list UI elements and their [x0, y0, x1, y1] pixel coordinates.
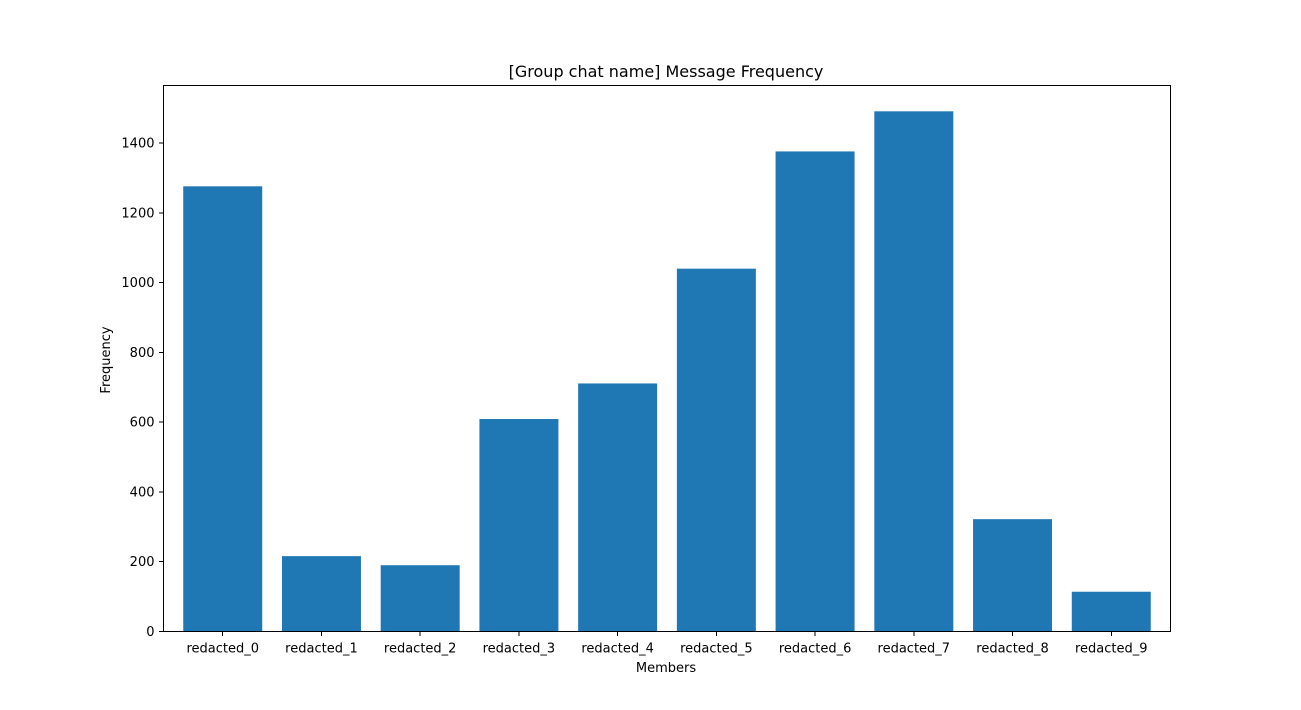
x-tick-label: redacted_3	[483, 642, 556, 657]
y-tick-label: 0	[146, 625, 154, 640]
y-axis-ticks: 0 200 400 600 800 1000 1200 1400	[121, 137, 164, 640]
bar-redacted-9	[1071, 591, 1151, 632]
x-tick-label: redacted_4	[581, 642, 654, 657]
x-tick-label: redacted_1	[285, 642, 358, 657]
bar-redacted-5	[676, 268, 756, 632]
y-tick-label: 1400	[121, 137, 154, 152]
x-axis-label: Members	[636, 661, 696, 676]
bar-redacted-0	[183, 186, 263, 632]
x-tick-label: redacted_7	[878, 642, 951, 657]
bar-redacted-4	[578, 383, 658, 632]
plot-frame	[163, 85, 1171, 632]
x-tick-label: redacted_8	[976, 642, 1049, 657]
bars-group	[183, 111, 1151, 632]
y-axis-label: Frequency	[99, 326, 114, 393]
y-tick-label: 400	[130, 485, 155, 500]
x-axis-ticks: redacted_0 redacted_1 redacted_2 redacted_3…	[186, 631, 1148, 657]
x-tick-label: redacted_2	[384, 642, 457, 657]
x-tick-label: redacted_9	[1075, 642, 1148, 657]
bar-redacted-3	[479, 419, 559, 632]
y-tick-label: 800	[130, 346, 155, 361]
y-tick-label: 600	[130, 416, 155, 431]
bar-redacted-7	[874, 111, 954, 632]
bar-redacted-2	[380, 565, 460, 632]
bar-redacted-6	[775, 151, 855, 632]
y-tick-label: 1000	[121, 276, 154, 291]
y-tick-label: 200	[130, 555, 155, 570]
x-tick-label: redacted_0	[186, 642, 259, 657]
x-tick-label: redacted_5	[680, 642, 753, 657]
y-tick-label: 1200	[121, 206, 154, 221]
bar-redacted-8	[973, 519, 1053, 632]
bar-redacted-1	[281, 556, 361, 632]
x-tick-label: redacted_6	[779, 642, 852, 657]
chart-title: [Group chat name] Message Frequency	[509, 62, 824, 81]
